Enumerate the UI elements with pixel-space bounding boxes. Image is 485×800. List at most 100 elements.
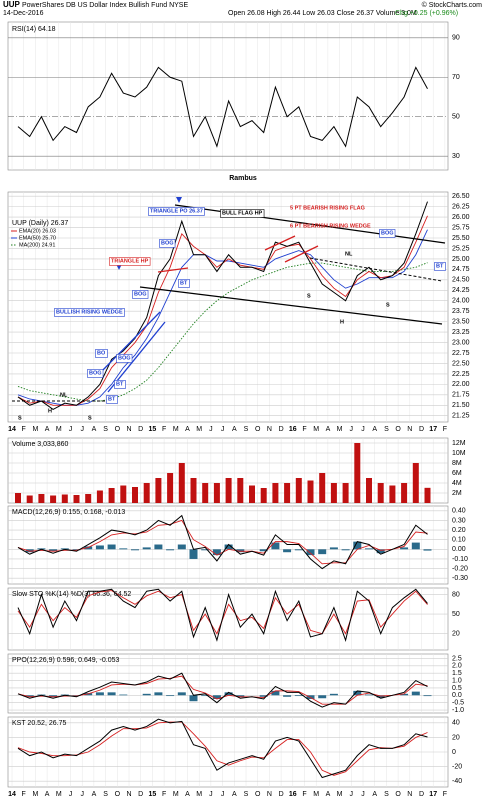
histogram-bar xyxy=(353,541,362,550)
x-tick-label: D xyxy=(419,426,424,433)
volume-bar xyxy=(284,483,291,503)
x-tick-label: F xyxy=(302,426,306,433)
histogram-bar xyxy=(318,549,327,555)
x-tick-label: F xyxy=(22,791,26,798)
x-tick-label: M xyxy=(313,426,319,433)
x-tick-label: 15 xyxy=(149,791,157,798)
annotation: H xyxy=(340,319,344,325)
volume-bar xyxy=(190,478,197,503)
x-tick-label: M xyxy=(32,791,38,798)
annotation: S xyxy=(88,415,92,421)
histogram-bar xyxy=(95,692,104,696)
y-tick-label: -0.5 xyxy=(452,700,464,707)
y-tick-label: 23.75 xyxy=(452,308,470,315)
y-tick-label: 24.00 xyxy=(452,298,470,305)
panel-title: UUP (Daily) 26.37 xyxy=(12,220,68,227)
y-tick-label: 22.50 xyxy=(452,360,470,367)
y-tick-label: 25.25 xyxy=(452,245,470,252)
panel-frame xyxy=(7,21,449,171)
y-tick-label: 25.50 xyxy=(452,235,470,242)
x-tick-label: M xyxy=(173,791,179,798)
series-line xyxy=(17,262,428,402)
volume-bar xyxy=(50,495,57,503)
y-tick-label: 50 xyxy=(452,611,460,618)
x-tick-label: J xyxy=(80,426,84,433)
annotation: BT xyxy=(436,263,444,269)
x-tick-label: 15 xyxy=(149,426,157,433)
x-tick-label: M xyxy=(337,791,343,798)
panel: 2M 4M 6M 8M 10M 12M Volume 3,033,860 xyxy=(7,437,466,504)
histogram-bar xyxy=(283,549,292,553)
x-tick-label: 16 xyxy=(289,426,297,433)
histogram-bar xyxy=(119,548,128,550)
panel: 30 50 70 90 RSI(14) 64.18 xyxy=(7,21,460,171)
histogram-bar xyxy=(142,693,151,696)
volume-bar xyxy=(377,483,384,503)
volume-bar xyxy=(202,483,209,503)
y-tick-label: 26.00 xyxy=(452,214,470,221)
volume-bar xyxy=(342,483,349,503)
x-tick-label: M xyxy=(337,426,343,433)
histogram-bar xyxy=(49,549,58,552)
volume-bar xyxy=(85,494,92,503)
histogram-bar xyxy=(365,548,373,550)
y-tick-label: 2.5 xyxy=(452,655,462,662)
volume-bar xyxy=(354,443,361,503)
x-tick-label: D xyxy=(138,791,143,798)
y-tick-label: 80 xyxy=(452,591,460,598)
y-tick-label: 0.5 xyxy=(452,685,462,692)
y-tick-label: -40 xyxy=(452,778,462,785)
histogram-bar xyxy=(236,695,245,697)
annotation: NL xyxy=(60,392,68,398)
x-tick-label: J xyxy=(221,791,225,798)
y-tick-label: 4M xyxy=(452,480,462,487)
y-tick-label: 24.50 xyxy=(452,277,470,284)
histogram-bar xyxy=(353,690,362,696)
legend-label: MA(200) 24.91 xyxy=(19,242,55,248)
series-line xyxy=(17,201,428,411)
volume-bar xyxy=(213,483,220,503)
x-tick-label: A xyxy=(92,791,97,798)
x-tick-label: A xyxy=(372,791,377,798)
x-tick-label: 14 xyxy=(8,791,16,798)
annotation-box xyxy=(54,308,125,317)
x-tick-label: J xyxy=(209,791,213,798)
x-tick-label: F xyxy=(162,426,166,433)
x-tick-label: J xyxy=(361,791,365,798)
histogram-bar xyxy=(25,695,34,697)
x-tick-label: J xyxy=(209,426,213,433)
volume-bar xyxy=(167,473,174,503)
annotation-box xyxy=(132,290,149,299)
y-tick-label: 0.10 xyxy=(452,537,466,544)
histogram-bar xyxy=(201,549,210,551)
x-tick-label: J xyxy=(69,791,73,798)
y-tick-label: -20 xyxy=(452,763,462,770)
x-tick-label: J xyxy=(350,791,354,798)
annotation: BOG xyxy=(118,355,131,361)
volume-bar xyxy=(73,495,80,503)
annotation-box xyxy=(379,229,396,238)
x-tick-label: J xyxy=(221,426,225,433)
series-line xyxy=(17,514,428,570)
triangle-line xyxy=(157,267,189,273)
y-tick-label: 20 xyxy=(452,734,460,741)
y-tick-label: 0.00 xyxy=(452,546,466,553)
series-line xyxy=(17,721,428,776)
y-tick-label: 8M xyxy=(452,460,462,467)
annotation: S xyxy=(386,302,390,308)
x-tick-label: M xyxy=(196,791,202,798)
y-tick-label: 0.20 xyxy=(452,527,466,534)
x-tick-label: S xyxy=(103,426,108,433)
x-tick-label: D xyxy=(419,791,424,798)
histogram-bar xyxy=(25,549,34,553)
x-tick-label: A xyxy=(326,791,331,798)
annotation: NL xyxy=(345,251,353,257)
histogram-bar xyxy=(329,693,338,696)
fund-name: PowerShares DB US Dollar Index Bullish F… xyxy=(22,2,188,9)
x-tick-label: N xyxy=(267,426,272,433)
series-line xyxy=(17,66,428,148)
histogram-bar xyxy=(142,547,151,550)
y-tick-label: 50 xyxy=(452,114,460,121)
